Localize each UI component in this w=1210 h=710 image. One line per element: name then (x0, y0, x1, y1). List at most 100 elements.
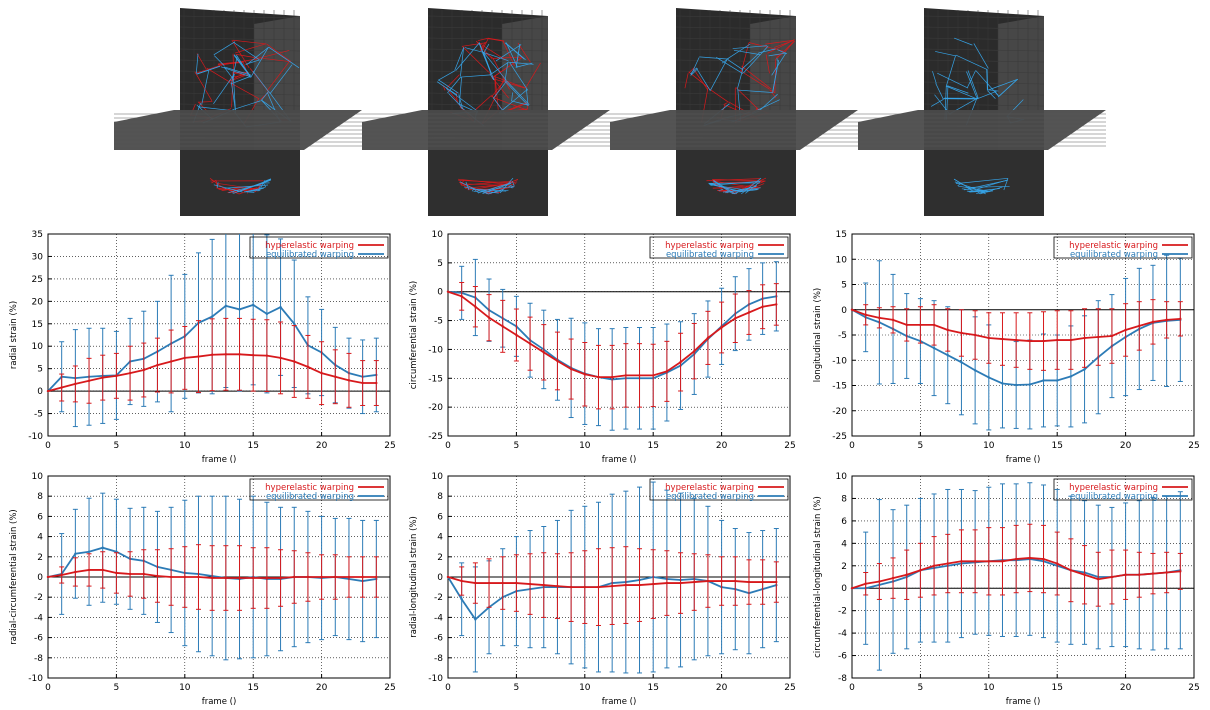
data-point (878, 580, 880, 582)
data-point (1124, 329, 1126, 331)
data-point (1138, 325, 1140, 327)
y-tick-label: 10 (432, 472, 444, 482)
y-tick-label: 4 (37, 533, 43, 543)
data-point (460, 295, 462, 297)
x-tick-label: 5 (514, 683, 520, 693)
data-point (611, 585, 613, 587)
x-tick-label: 15 (647, 683, 658, 693)
x-tick-label: 25 (1188, 683, 1199, 693)
data-point (88, 551, 90, 553)
legend-label: equilibrated warping (666, 492, 754, 502)
mesh-render-1 (114, 2, 364, 220)
data-point (156, 575, 158, 577)
series-equilibrated (851, 255, 1183, 430)
y-tick-label: 5 (437, 259, 443, 269)
data-point (543, 584, 545, 586)
data-point (878, 317, 880, 319)
x-tick-label: 20 (316, 683, 328, 693)
y-tick-label: 0 (437, 288, 443, 298)
data-point (225, 353, 227, 355)
data-point (129, 372, 131, 374)
y-tick-label: -5 (434, 317, 443, 327)
x-tick-label: 0 (445, 441, 451, 451)
y-tick-label: -6 (34, 634, 43, 644)
data-point (1138, 574, 1140, 576)
data-point (488, 582, 490, 584)
data-point (225, 305, 227, 307)
y-tick-label: 8 (37, 492, 43, 502)
y-tick-label: -25 (832, 432, 847, 442)
data-point (892, 577, 894, 579)
data-point (102, 376, 104, 378)
data-point (1165, 319, 1167, 321)
data-point (320, 576, 322, 578)
data-point (88, 380, 90, 382)
y-tick-label: 0 (37, 387, 43, 397)
x-tick-label: 0 (45, 441, 51, 451)
data-point (679, 361, 681, 363)
mesh-render-4 (858, 2, 1108, 220)
data-point (1083, 337, 1085, 339)
data-point (515, 334, 517, 336)
data-point (184, 357, 186, 359)
data-point (960, 361, 962, 363)
y-tick-label: -20 (832, 407, 847, 417)
data-point (988, 376, 990, 378)
legend-label: equilibrated warping (266, 250, 354, 260)
data-point (775, 303, 777, 305)
data-point (597, 376, 599, 378)
data-point (238, 353, 240, 355)
data-point (679, 582, 681, 584)
data-point (652, 583, 654, 585)
data-point (1179, 570, 1181, 572)
data-point (906, 324, 908, 326)
data-point (761, 306, 763, 308)
data-point (266, 577, 268, 579)
y-axis-label: radial-longitudinal strain (%) (409, 516, 419, 638)
data-point (693, 350, 695, 352)
data-point (184, 576, 186, 578)
y-tick-label: 6 (37, 512, 43, 522)
y-tick-label: 0 (437, 573, 443, 583)
y-tick-label: 0 (37, 573, 43, 583)
y-tick-label: -10 (28, 674, 43, 684)
data-point (1015, 384, 1017, 386)
plot-frame (852, 476, 1194, 678)
data-point (933, 324, 935, 326)
y-axis-label: circumferential-longitudinal strain (%) (813, 496, 823, 658)
y-tick-label: 10 (836, 472, 848, 482)
series-equilibrated (47, 234, 379, 427)
y-tick-label: 10 (32, 342, 44, 352)
data-point (947, 354, 949, 356)
data-point (1015, 558, 1017, 560)
y-tick-label: -6 (434, 634, 443, 644)
x-tick-label: 20 (716, 683, 728, 693)
x-tick-label: 10 (579, 683, 591, 693)
x-tick-label: 15 (247, 441, 258, 451)
data-point (960, 560, 962, 562)
y-tick-label: 15 (836, 230, 847, 240)
data-point (293, 576, 295, 578)
data-point (279, 577, 281, 579)
data-point (1042, 340, 1044, 342)
data-point (129, 573, 131, 575)
data-point (197, 576, 199, 578)
y-tick-label: 2 (37, 553, 43, 563)
lower-plane (180, 150, 300, 216)
data-point (143, 573, 145, 575)
data-point (775, 581, 777, 583)
data-point (375, 576, 377, 578)
y-tick-label: 6 (437, 512, 443, 522)
y-axis-label: radial strain (%) (9, 301, 19, 369)
data-point (584, 586, 586, 588)
data-point (488, 316, 490, 318)
y-tick-label: 5 (841, 281, 847, 291)
data-point (584, 373, 586, 375)
legend-label: equilibrated warping (1070, 492, 1158, 502)
data-point (1001, 560, 1003, 562)
